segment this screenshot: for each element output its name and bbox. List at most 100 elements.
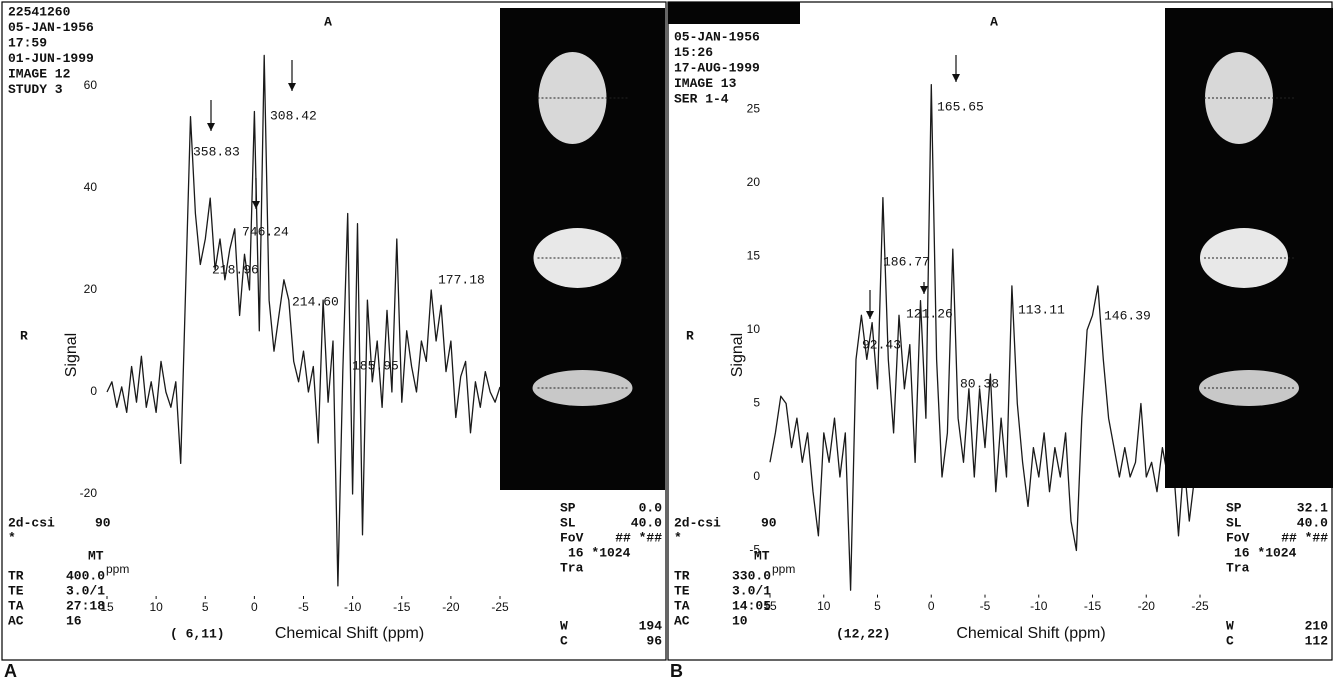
header-text: STUDY 3 [8, 82, 63, 97]
peak-label: 358.83 [193, 144, 240, 159]
geometry-value: ## *## [615, 530, 662, 545]
scan-param-name: TE [8, 583, 24, 598]
sequence-value: 90 [95, 515, 111, 530]
geometry-name: SL [1226, 515, 1242, 530]
panel-label: A [4, 661, 17, 681]
peak-label: 113.11 [1018, 302, 1065, 317]
header-bar [668, 2, 800, 24]
geometry-name: SP [560, 500, 576, 515]
voxel-position: ( 6,11) [170, 626, 225, 641]
y-tick-label: 10 [747, 322, 761, 336]
geometry-name: FoV [1226, 530, 1250, 545]
header-text: 17:59 [8, 35, 47, 50]
x-tick-label: -20 [442, 600, 460, 614]
orientation-left: R [686, 328, 694, 343]
x-tick-label: 0 [928, 599, 935, 613]
peak-label: 214.60 [292, 294, 339, 309]
geometry-value: 0.0 [639, 500, 663, 515]
peak-label: 121.26 [906, 306, 953, 321]
scan-param-name: AC [8, 613, 24, 628]
scan-param-value: 330.0 [732, 568, 771, 583]
window-value: 96 [646, 633, 662, 648]
geometry-value: 40.0 [1297, 515, 1328, 530]
header-text: 15:26 [674, 45, 713, 60]
x-tick-label: -15 [1084, 599, 1102, 613]
geometry-name: SP [1226, 500, 1242, 515]
window-value: 194 [639, 618, 663, 633]
window-name: W [560, 618, 568, 633]
y-axis-title: Signal [63, 333, 80, 377]
peak-label: 746.24 [242, 224, 289, 239]
header-text: 01-JUN-1999 [8, 51, 94, 66]
x-tick-label: 10 [149, 600, 163, 614]
x-tick-label: -10 [1030, 599, 1048, 613]
window-name: C [560, 633, 568, 648]
panel-label: B [670, 661, 683, 681]
x-tick-label: 0 [251, 600, 258, 614]
organ-image [1205, 52, 1273, 144]
window-name: W [1226, 618, 1234, 633]
x-tick-label: 15 [100, 600, 114, 614]
y-tick-label: -20 [80, 486, 98, 500]
y-tick-label: 20 [747, 175, 761, 189]
x-tick-label: -5 [980, 599, 991, 613]
star: * [674, 530, 682, 545]
orientation-top: A [990, 14, 998, 29]
y-tick-label: 20 [84, 282, 98, 296]
header-text: IMAGE 12 [8, 66, 71, 81]
geometry-name: FoV [560, 530, 584, 545]
scan-param-value: 27:18 [66, 598, 105, 613]
x-tick-label: 5 [874, 599, 881, 613]
peak-label: 80.38 [960, 376, 999, 391]
scan-param-name: TR [8, 568, 24, 583]
peak-label: 92.43 [862, 337, 901, 352]
y-tick-label: -5 [749, 543, 760, 557]
scan-param-name: TA [8, 598, 24, 613]
peak-label: 165.65 [937, 99, 984, 114]
header-text: SER 1-4 [674, 91, 729, 106]
header-text: 05-JAN-1956 [8, 20, 94, 35]
y-tick-label: 5 [753, 396, 760, 410]
mt-label: MT [754, 548, 770, 563]
peak-label: 186.77 [883, 254, 930, 269]
scan-param-name: TE [674, 583, 690, 598]
x-tick-label: -5 [298, 600, 309, 614]
matrix: 16 *1024 [568, 545, 631, 560]
x-tick-label: -25 [1191, 599, 1209, 613]
y-tick-label: 0 [753, 469, 760, 483]
peak-label: 177.18 [438, 272, 485, 287]
y-tick-label: 0 [90, 384, 97, 398]
matrix: 16 *1024 [1234, 545, 1297, 560]
panel: -20 0 20 40 60 15 10 5 0 -5 -10 -15 -20 -25 Chemical S… [1, 1, 667, 661]
mt-label: MT [88, 548, 104, 563]
geometry-value: ## *## [1281, 530, 1328, 545]
geometry-value: 32.1 [1297, 500, 1328, 515]
peak-label: 146.39 [1104, 308, 1151, 323]
scan-param-value: 16 [66, 613, 82, 628]
x-tick-label: -20 [1138, 599, 1156, 613]
y-tick-label: 60 [84, 78, 98, 92]
organ-image [538, 52, 607, 144]
y-tick-label: 40 [84, 180, 98, 194]
star: * [8, 530, 16, 545]
scan-param-value: 14:05 [732, 598, 771, 613]
scan-param-name: TR [674, 568, 690, 583]
window-name: C [1226, 633, 1234, 648]
peak-label: 185.95 [352, 358, 399, 373]
x-tick-label: 5 [202, 600, 209, 614]
scan-param-value: 3.0/1 [732, 583, 771, 598]
x-tick-label: 10 [817, 599, 831, 613]
x-tick-label: -15 [393, 600, 411, 614]
scan-param-value: 3.0/1 [66, 583, 105, 598]
y-tick-label: 25 [747, 102, 761, 116]
ppm-label: ppm [772, 562, 795, 576]
scan-param-value: 400.0 [66, 568, 105, 583]
x-tick-label: 15 [763, 599, 777, 613]
header-text: 05-JAN-1956 [674, 29, 760, 44]
sequence-name: 2d-csi [8, 515, 55, 530]
orientation-left: R [20, 328, 28, 343]
x-tick-label: -25 [491, 600, 509, 614]
header-text: IMAGE 13 [674, 76, 737, 91]
x-axis-title: Chemical Shift (ppm) [956, 625, 1105, 642]
